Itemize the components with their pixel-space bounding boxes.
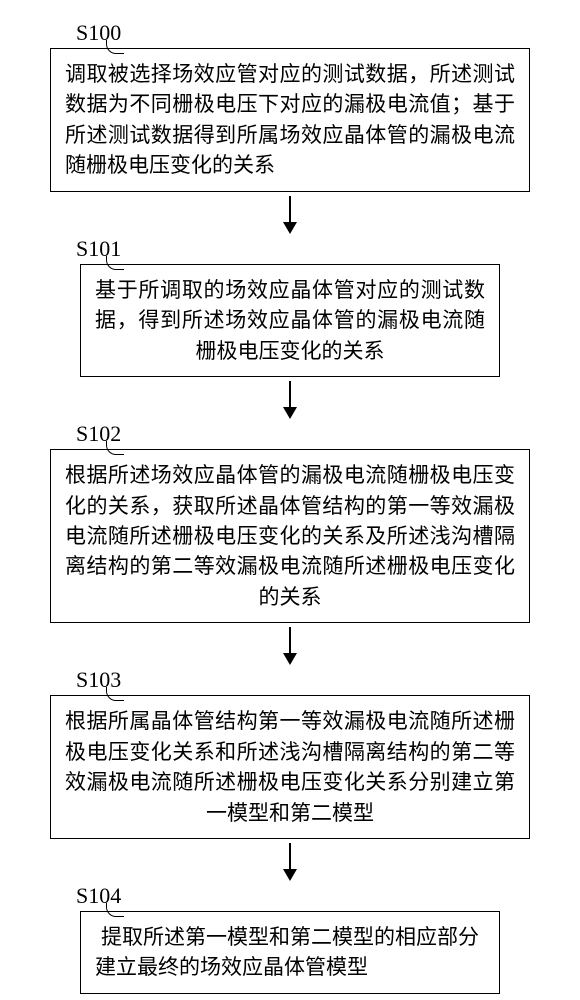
arrow-head-icon bbox=[283, 407, 297, 419]
flowchart-container: S100 调取被选择场效应管对应的测试数据，所述测试数据为不同栅极电压下对应的漏… bbox=[40, 20, 540, 994]
step-box-s103: 根据所属晶体管结构第一等效漏极电流随所述栅极电压变化关系和所述浅沟槽隔离结构的第… bbox=[50, 695, 530, 839]
arrow-s103-s104 bbox=[283, 843, 297, 881]
step-label-wrap: S101 bbox=[58, 236, 121, 264]
step-box-s100: 调取被选择场效应管对应的测试数据，所述测试数据为不同栅极电压下对应的漏极电流值；… bbox=[50, 48, 530, 192]
arrow-s102-s103 bbox=[283, 627, 297, 665]
arrow-s100-s101 bbox=[283, 196, 297, 234]
arrow-line bbox=[289, 381, 291, 407]
step-box-s104: 提取所述第一模型和第二模型的相应部分建立最终的场效应晶体管模型 bbox=[80, 911, 500, 994]
step-box-s101: 基于所调取的场效应晶体管对应的测试数据，得到所述场效应晶体管的漏极电流随栅极电压… bbox=[80, 264, 500, 377]
arrow-line bbox=[289, 627, 291, 653]
arrow-line bbox=[289, 196, 291, 222]
arrow-s101-s102 bbox=[283, 381, 297, 419]
arrow-head-icon bbox=[283, 653, 297, 665]
arrow-line bbox=[289, 843, 291, 869]
step-label-wrap: S100 bbox=[58, 20, 121, 48]
step-label-wrap: S102 bbox=[58, 421, 121, 449]
arrow-head-icon bbox=[283, 222, 297, 234]
label-connector bbox=[106, 256, 124, 270]
step-label-wrap: S103 bbox=[58, 667, 121, 695]
step-label-wrap: S104 bbox=[58, 883, 121, 911]
arrow-head-icon bbox=[283, 869, 297, 881]
step-box-s102: 根据所述场效应晶体管的漏极电流随栅极电压变化的关系，获取所述晶体管结构的第一等效… bbox=[50, 449, 530, 623]
